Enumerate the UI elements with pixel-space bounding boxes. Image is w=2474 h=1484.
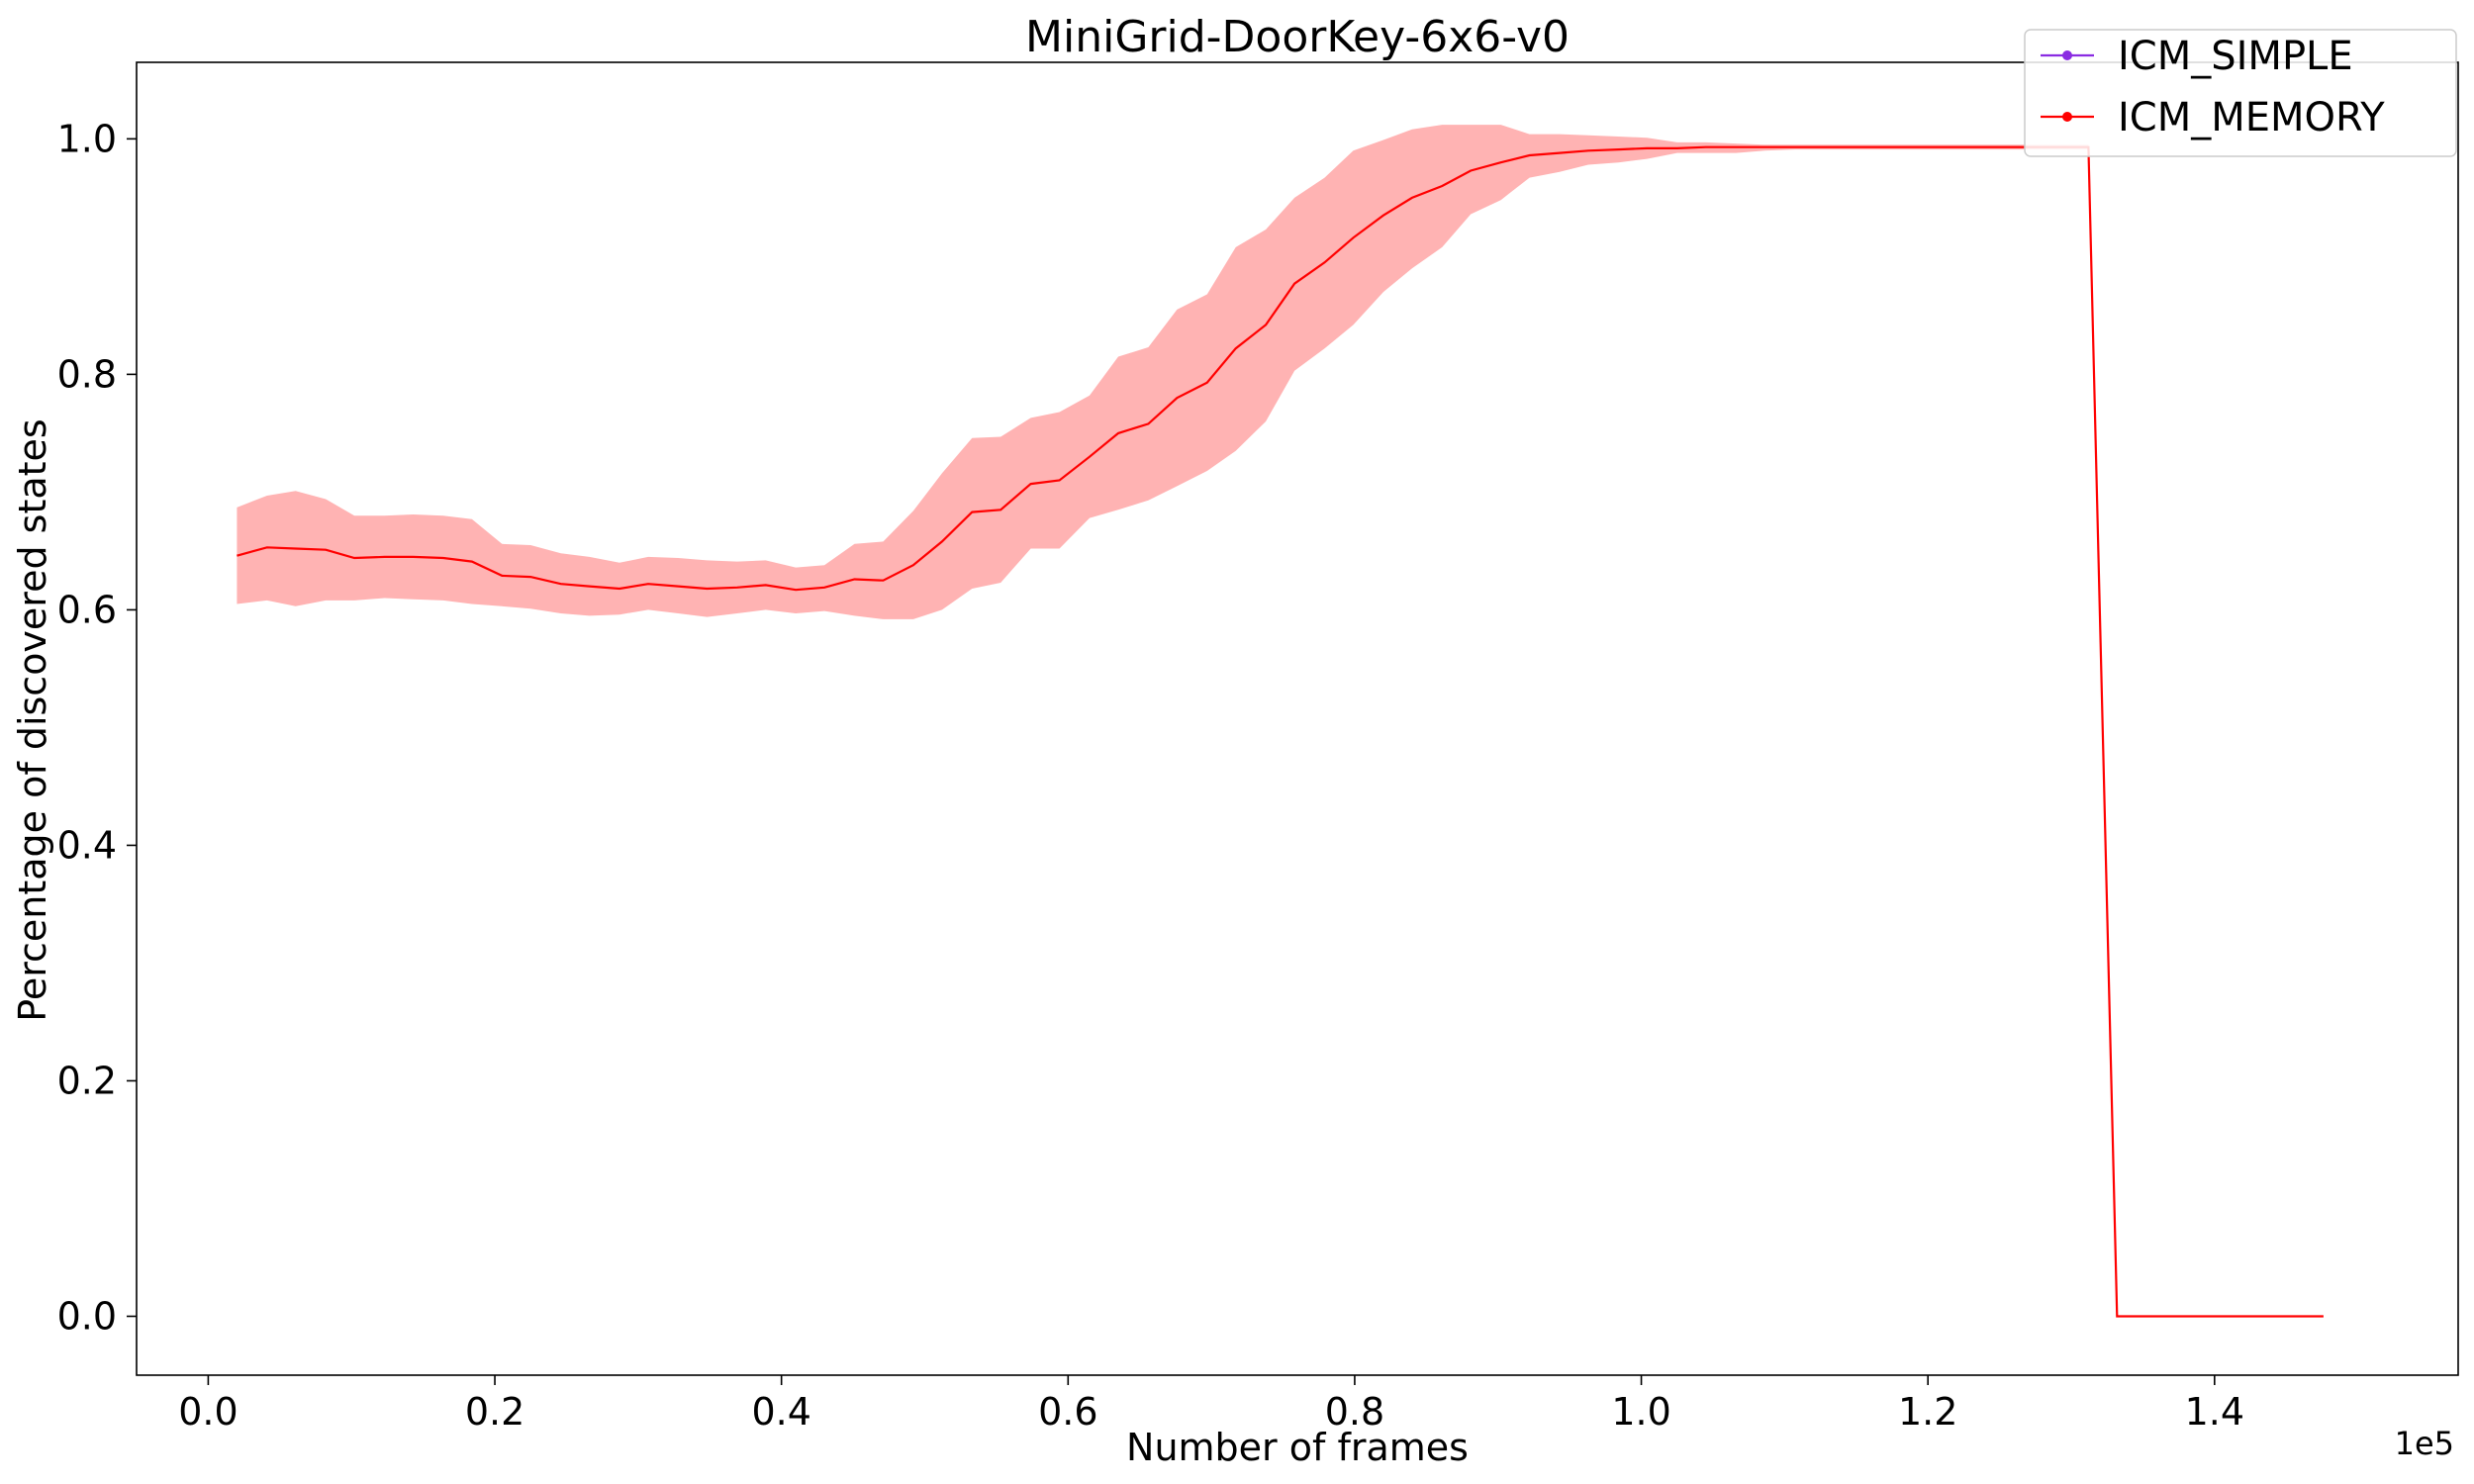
y-tick-label: 0.8 — [57, 352, 117, 396]
legend-box — [2024, 29, 2457, 157]
legend-label: ICM_MEMORY — [2118, 95, 2385, 140]
plot-frame — [136, 61, 2459, 1376]
y-axis-label: Percentage of discovered states — [11, 418, 54, 1021]
chart-title: MiniGrid-DoorKey-6x6-v0 — [1025, 12, 1570, 62]
series-layer — [237, 125, 2324, 1318]
y-tick-label: 0.4 — [57, 823, 117, 867]
x-tick-label: 1.0 — [1611, 1390, 1670, 1434]
x-tick-label: 0.4 — [751, 1390, 810, 1434]
x-tick-label: 0.2 — [465, 1390, 524, 1434]
x-tick-label: 0.6 — [1038, 1390, 1097, 1434]
x-tick-label: 0.0 — [178, 1390, 238, 1434]
x-tick-label: 1.2 — [1898, 1390, 1957, 1434]
x-axis: 0.0 0.2 0.4 0.6 0.8 1.0 1.2 1.4 — [178, 1375, 2244, 1434]
legend: ICM_SIMPLE ICM_MEMORY — [2024, 29, 2457, 157]
x-tick-label: 0.8 — [1325, 1390, 1384, 1434]
y-tick-label: 1.0 — [57, 117, 117, 160]
x-axis-offset-label: 1e5 — [2395, 1425, 2454, 1462]
legend-label: ICM_SIMPLE — [2118, 34, 2353, 79]
y-tick-label: 0.2 — [57, 1059, 117, 1102]
confidence-band — [237, 125, 2324, 1317]
y-tick-label: 0.6 — [57, 588, 117, 631]
y-tick-label: 0.0 — [57, 1294, 117, 1338]
y-axis: 0.0 0.2 0.4 0.6 0.8 1.0 — [57, 117, 137, 1338]
legend-marker — [2062, 112, 2072, 122]
x-tick-label: 1.4 — [2185, 1390, 2244, 1434]
legend-marker — [2062, 50, 2072, 60]
x-axis-label: Number of frames — [1126, 1426, 1469, 1469]
series-line — [237, 145, 2324, 1318]
